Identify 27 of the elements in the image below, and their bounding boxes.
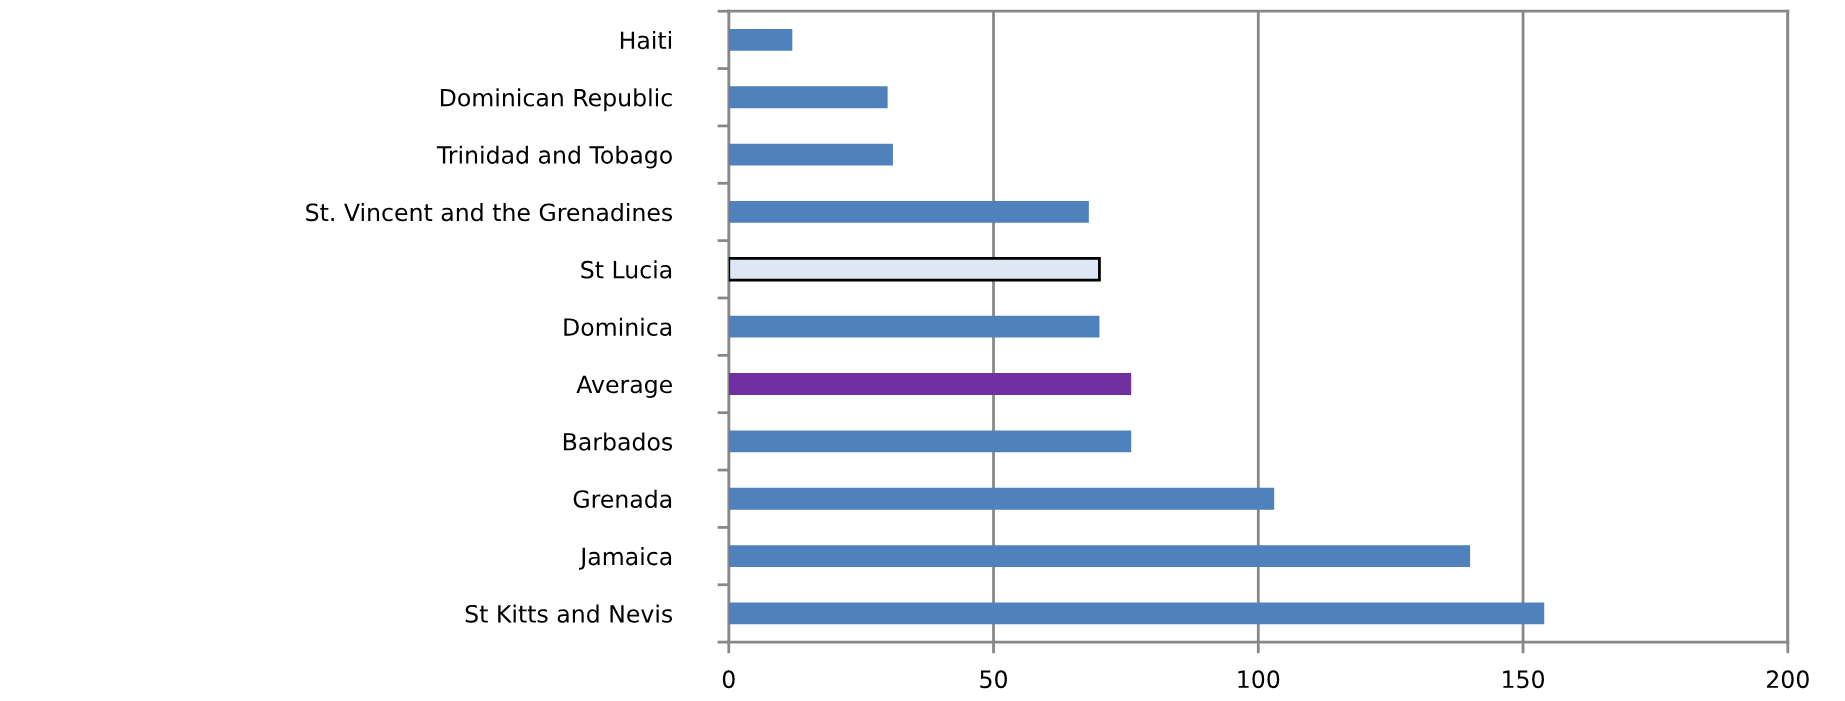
bar	[728, 315, 1100, 338]
bar	[728, 430, 1132, 453]
bar	[728, 29, 793, 51]
y-tick-label: Average	[576, 375, 672, 398]
bar	[728, 373, 1132, 395]
bar	[728, 487, 1275, 510]
y-tick-label: St Lucia	[581, 260, 672, 279]
bar	[728, 86, 888, 109]
y-tick-label: Jamaica	[579, 547, 672, 570]
bar	[728, 545, 1471, 567]
x-tick-label: 50	[980, 670, 1007, 689]
y-tick-label: Barbados	[563, 432, 673, 451]
y-tick-label: Dominica	[564, 317, 672, 336]
x-tick-label: 200	[1767, 670, 1809, 689]
bar	[728, 143, 893, 166]
bar	[728, 257, 1101, 282]
y-tick-label: St Kitts and Nevis	[465, 604, 673, 623]
y-tick-label: Haiti	[620, 30, 672, 50]
x-tick-label: 150	[1503, 670, 1545, 689]
x-tick-label: 0	[722, 670, 735, 689]
bar	[728, 602, 1545, 625]
bar	[728, 201, 1089, 223]
x-tick-label: 100	[1238, 670, 1280, 689]
y-tick-label: Grenada	[573, 489, 672, 509]
y-tick-label: St. Vincent and the Grenadines	[306, 202, 673, 222]
y-tick-label: Dominican Republic	[440, 88, 672, 112]
y-tick-label: Trinidad and Tobago	[436, 145, 672, 169]
